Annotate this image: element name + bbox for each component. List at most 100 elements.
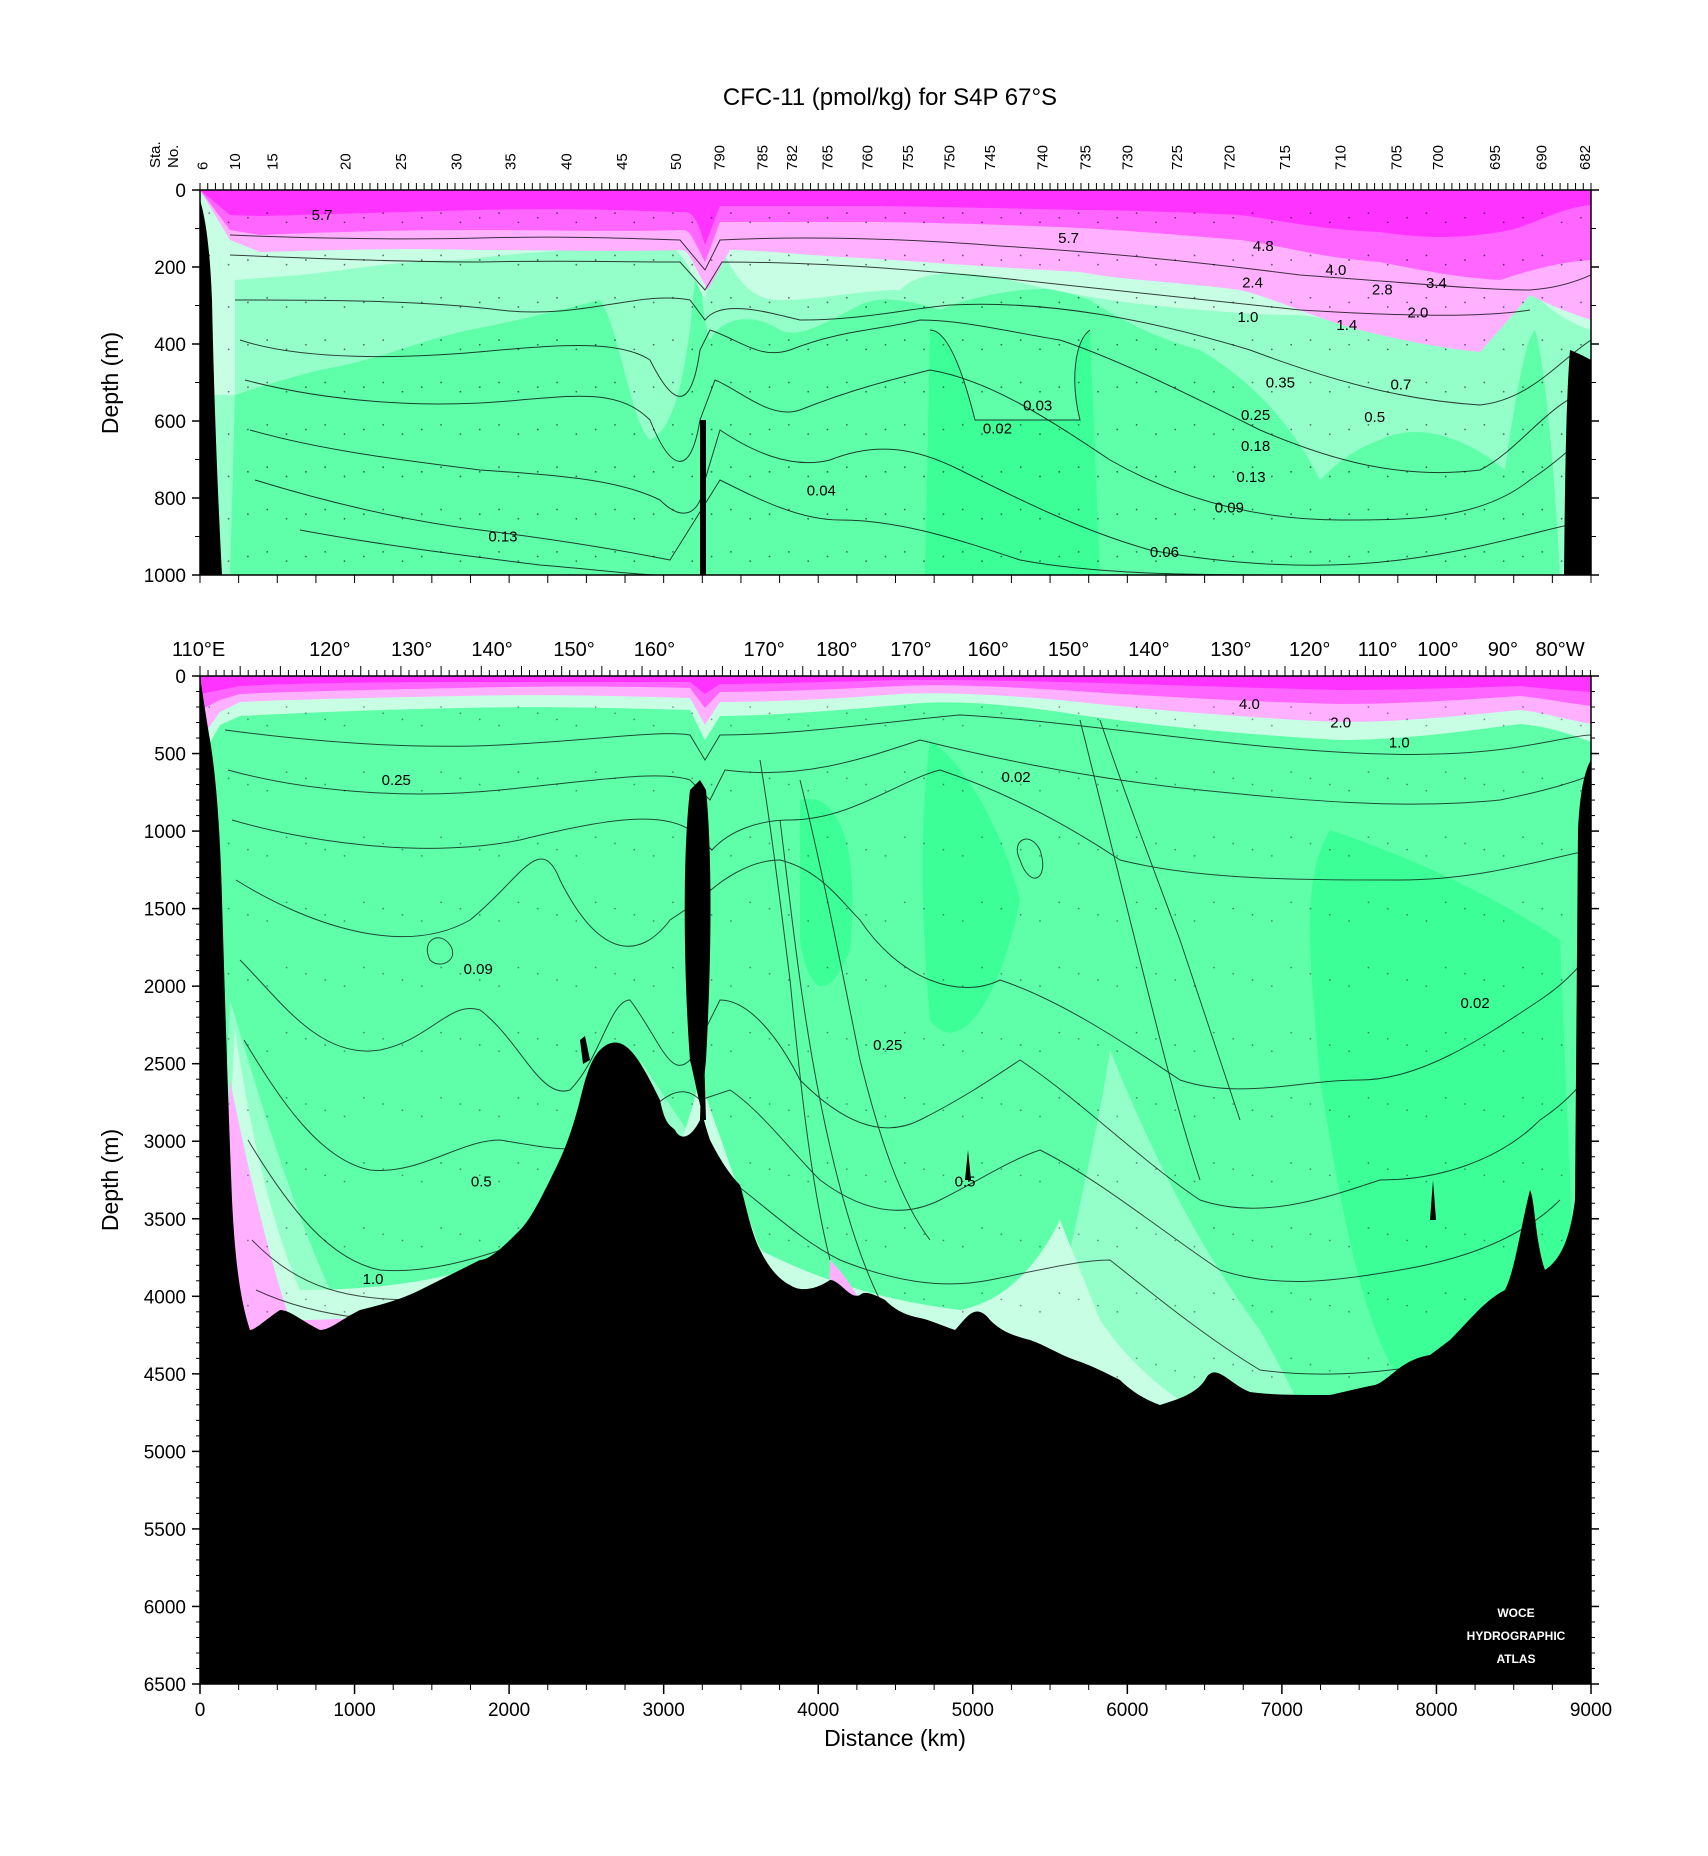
- sample-dot: [343, 854, 346, 857]
- sample-dot: [517, 1357, 520, 1360]
- sample-dot: [575, 517, 578, 520]
- sample-dot: [1116, 386, 1119, 389]
- sample-dot: [1174, 1565, 1177, 1568]
- sample-dot: [1464, 1168, 1466, 1171]
- sample-dot: [1019, 1239, 1022, 1242]
- sample-dot: [459, 1168, 462, 1171]
- sample-dot: [478, 979, 481, 981]
- sample-dot: [536, 1493, 539, 1496]
- sample-dot: [536, 428, 539, 431]
- sample-dot: [1019, 1500, 1022, 1502]
- sample-dot: [1444, 1357, 1447, 1360]
- sample-dot: [981, 901, 983, 904]
- sample-dot: [710, 1044, 713, 1046]
- sample-dot: [227, 1428, 230, 1431]
- sample-dot: [575, 1050, 578, 1053]
- sample-dot: [1232, 1037, 1235, 1040]
- sample-dot: [1406, 555, 1408, 558]
- sample-dot: [787, 1239, 790, 1242]
- sample-dot: [1270, 1571, 1273, 1574]
- sample-dot: [1348, 259, 1351, 261]
- sample-dot: [961, 551, 964, 553]
- sample-dot: [903, 1487, 906, 1490]
- sample-dot: [981, 306, 983, 308]
- sample-dot: [594, 1552, 597, 1555]
- sample-dot: [1541, 1428, 1544, 1431]
- sample-dot: [459, 1559, 462, 1561]
- sample-dot: [1155, 263, 1157, 266]
- sample-dot: [1116, 1506, 1119, 1509]
- sample-dot: [1425, 339, 1428, 342]
- sample-dot: [1077, 1037, 1080, 1040]
- sample-dot: [208, 771, 211, 774]
- sample-dot: [614, 1168, 616, 1171]
- sample-dot: [1367, 212, 1370, 215]
- upper-station-dots: [208, 212, 1582, 563]
- sample-dot: [1077, 381, 1080, 384]
- sample-dot: [401, 348, 404, 351]
- sample-dot: [1174, 1434, 1177, 1437]
- sample-dot: [1541, 339, 1544, 342]
- sample-dot: [710, 1304, 713, 1307]
- sample-dot: [362, 1031, 365, 1034]
- sample-dot: [1328, 517, 1331, 520]
- sample-dot: [1367, 1487, 1370, 1490]
- sample-dot: [440, 901, 443, 904]
- sample-dot: [1058, 470, 1061, 473]
- sample-dot: [1309, 1168, 1312, 1171]
- sample-dot: [652, 1441, 655, 1443]
- sample-dot: [208, 551, 211, 553]
- sample-dot: [942, 216, 945, 219]
- sample-dot: [498, 1180, 500, 1183]
- sample-dot: [1502, 1571, 1505, 1574]
- sample-dot: [324, 466, 327, 469]
- sample-dot: [1309, 777, 1312, 780]
- sample-dot: [556, 339, 558, 342]
- sample-dot: [1560, 1565, 1563, 1568]
- sample-dot: [884, 386, 887, 389]
- lower-y-tick-label: 6000: [144, 1597, 186, 1618]
- sample-dot: [1135, 381, 1138, 384]
- sample-dot: [1251, 212, 1254, 215]
- sample-dot: [981, 517, 983, 520]
- sample-dot: [420, 1376, 423, 1378]
- sample-dot: [1116, 1310, 1119, 1313]
- sample-dot: [556, 423, 558, 426]
- sample-dot: [633, 1109, 636, 1112]
- sample-dot: [1097, 979, 1099, 981]
- sample-dot: [536, 259, 539, 261]
- sample-dot: [884, 1310, 887, 1313]
- sample-dot: [1444, 263, 1447, 266]
- sample-dot: [401, 306, 404, 308]
- sample-dot: [710, 1109, 713, 1112]
- sample-dot: [208, 1357, 211, 1360]
- sample-dot: [1425, 508, 1428, 511]
- sample-dot: [1193, 296, 1196, 299]
- sample-dot: [787, 1500, 790, 1502]
- sample-dot: [247, 1434, 249, 1437]
- sample-dot: [1232, 1233, 1235, 1236]
- sample-dot: [1425, 551, 1428, 553]
- sample-dot: [208, 1292, 211, 1295]
- sample-dot: [1251, 551, 1254, 553]
- sample-dot: [1039, 1050, 1041, 1053]
- sample-dot: [729, 296, 732, 299]
- sample-dot: [691, 1233, 694, 1236]
- sample-dot: [1270, 433, 1273, 435]
- sample-dot: [1193, 854, 1196, 857]
- sample-dot: [1077, 1298, 1080, 1301]
- station-label: 705: [1388, 145, 1405, 170]
- sample-dot: [324, 1565, 327, 1568]
- sample-dot: [401, 848, 404, 851]
- sample-dot: [208, 381, 211, 384]
- sample-dot: [1425, 381, 1428, 384]
- sample-dot: [884, 259, 887, 261]
- sample-dot: [1386, 306, 1389, 308]
- sample-dot: [1348, 1571, 1351, 1574]
- sample-dot: [1077, 1428, 1080, 1431]
- sample-dot: [961, 1115, 964, 1118]
- sample-dot: [749, 390, 752, 393]
- sample-dot: [440, 771, 443, 774]
- sample-dot: [1251, 381, 1254, 384]
